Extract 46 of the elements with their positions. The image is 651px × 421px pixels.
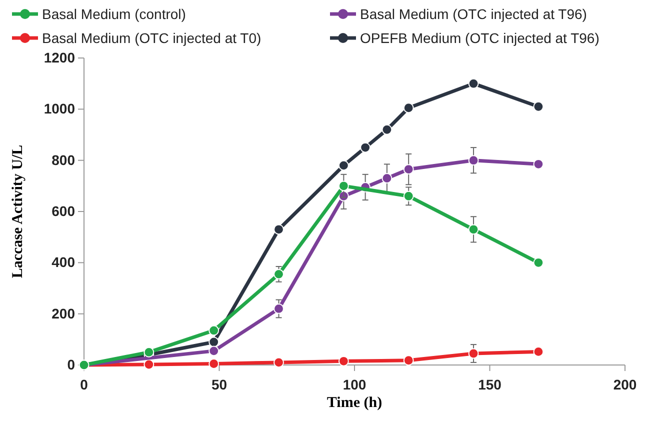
x-tick-label: 200 bbox=[613, 376, 637, 392]
point bbox=[468, 224, 479, 235]
legend-label: Basal Medium (control) bbox=[42, 6, 186, 22]
y-tick-label: 400 bbox=[52, 254, 76, 270]
point bbox=[144, 359, 154, 370]
point bbox=[274, 224, 284, 235]
point bbox=[208, 358, 220, 369]
y-tick-label: 200 bbox=[52, 305, 76, 322]
point bbox=[208, 325, 220, 336]
point bbox=[468, 155, 479, 166]
point bbox=[403, 355, 414, 366]
x-axis-title: Time (h) bbox=[326, 395, 382, 411]
point bbox=[403, 102, 414, 114]
y-tick-label: 1200 bbox=[44, 49, 76, 66]
point bbox=[208, 346, 220, 356]
point bbox=[382, 124, 392, 135]
x-tick-label: 100 bbox=[342, 376, 366, 392]
point bbox=[274, 357, 284, 368]
legend-label: Basal Medium (OTC injected at T0) bbox=[42, 30, 262, 46]
point bbox=[274, 268, 284, 280]
point bbox=[360, 142, 371, 153]
point bbox=[468, 78, 479, 89]
x-tick-label: 50 bbox=[211, 376, 228, 392]
point bbox=[533, 101, 544, 112]
point bbox=[468, 348, 479, 359]
point bbox=[533, 346, 544, 357]
legend-label: OPEFB Medium (OTC injected at T96) bbox=[360, 30, 600, 46]
point bbox=[208, 336, 220, 348]
point bbox=[382, 173, 392, 184]
point bbox=[403, 164, 414, 174]
point bbox=[274, 304, 284, 314]
x-tick-label: 150 bbox=[478, 376, 502, 392]
point bbox=[144, 347, 154, 358]
point bbox=[533, 158, 544, 170]
y-tick-label: 800 bbox=[52, 152, 76, 168]
legend-label: Basal Medium (OTC injected at T96) bbox=[360, 6, 587, 22]
y-tick-label: 1000 bbox=[44, 100, 76, 117]
point bbox=[533, 257, 544, 268]
y-tick-label: 0 bbox=[67, 356, 76, 372]
y-tick-label: 600 bbox=[52, 202, 76, 219]
x-tick-label: 0 bbox=[80, 376, 88, 392]
point bbox=[403, 190, 414, 202]
y-axis-title: Laccase Activity U/L bbox=[10, 144, 26, 278]
point bbox=[338, 180, 349, 192]
point bbox=[338, 356, 349, 366]
point bbox=[338, 160, 349, 171]
